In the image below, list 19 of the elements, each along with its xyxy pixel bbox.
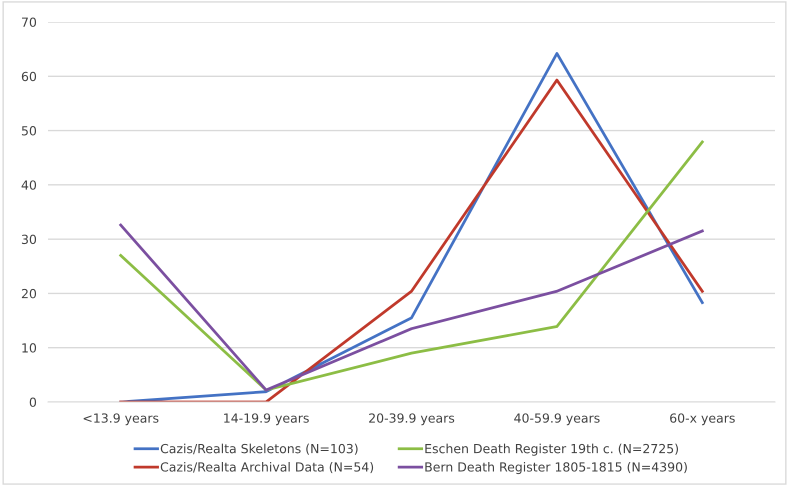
x-tick-label: 14-19.9 years	[224, 413, 309, 426]
y-tick-label: 70	[22, 17, 36, 27]
y-tick-label: 10	[22, 343, 36, 353]
line-series	[119, 224, 704, 392]
y-tick-label: 40	[22, 180, 36, 190]
y-tick-label: 0	[30, 397, 36, 407]
legend-label: Cazis/Realta Archival Data (N=54)	[160, 462, 374, 474]
x-tick-label: 60-x years	[670, 413, 735, 426]
legend-label: Eschen Death Register 19th c. (N=2725)	[425, 444, 678, 456]
y-tick-label: 30	[22, 234, 36, 244]
x-tick-label: 40-59.9 years	[514, 413, 600, 426]
y-tick-label: 60	[22, 72, 36, 82]
legend-label: Cazis/Realta Skeletons (N=103)	[160, 444, 358, 455]
x-tick-label: <13.9 years	[84, 413, 158, 426]
y-tick-label: 20	[22, 288, 36, 298]
legend-label: Bern Death Register 1805-1815 (N=4390)	[425, 462, 687, 474]
line-series	[119, 140, 704, 392]
x-tick-label: 20-39.9 years	[369, 413, 454, 426]
y-tick-label: 50	[22, 126, 36, 136]
